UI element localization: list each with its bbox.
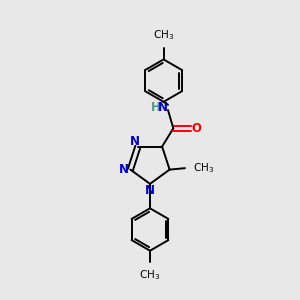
Text: CH$_3$: CH$_3$ <box>140 268 160 282</box>
Text: O: O <box>192 122 202 135</box>
Text: H: H <box>151 101 160 114</box>
Text: CH$_3$: CH$_3$ <box>193 161 214 175</box>
Text: N: N <box>158 101 168 114</box>
Text: N: N <box>145 184 155 197</box>
Text: CH$_3$: CH$_3$ <box>153 28 174 42</box>
Text: N: N <box>119 163 129 176</box>
Text: N: N <box>130 135 140 148</box>
